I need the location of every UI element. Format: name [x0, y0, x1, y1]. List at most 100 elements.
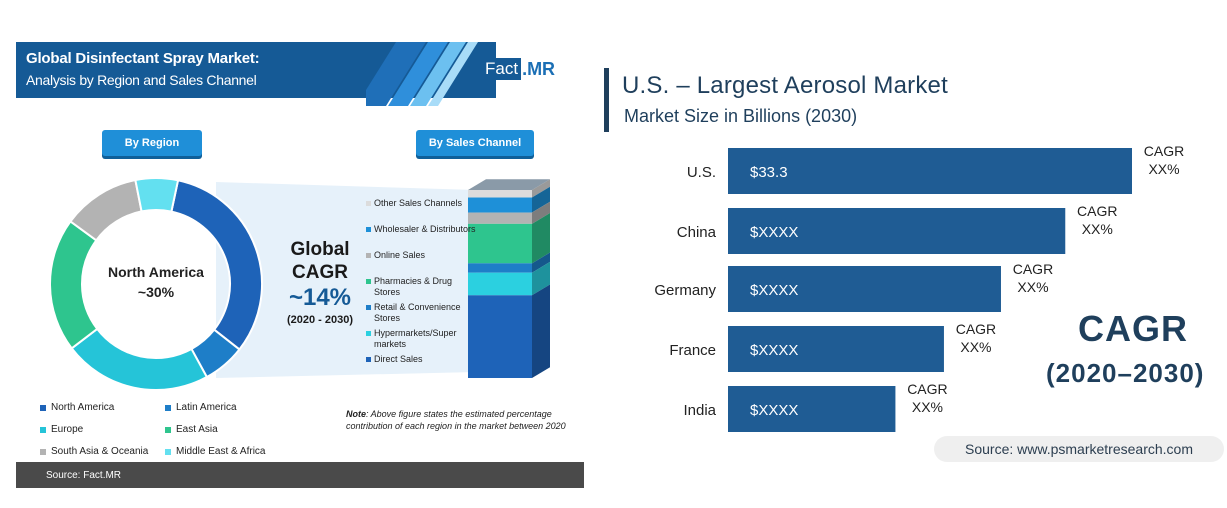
- source-pill: Source: www.psmarketresearch.com: [934, 436, 1224, 462]
- note-body: : Above figure states the estimated perc…: [346, 409, 566, 431]
- global-cagr-line1: Global: [290, 239, 350, 260]
- stack-side-direct-sales: [532, 284, 550, 378]
- bar-value-label-france: $XXXX: [750, 342, 798, 359]
- logo-mr: .MR: [522, 58, 556, 79]
- bar-france: [728, 326, 944, 372]
- aerosol-bar-chart: U.S. $33.3 CAGR XX% China $XXXX CAGR XX% Germany…: [654, 143, 1184, 432]
- legend-swatch: [40, 448, 46, 455]
- region-legend-item-latin-america: Latin America: [165, 402, 237, 413]
- stack-segment-other-sales-channels: [468, 190, 532, 198]
- bar-cagr-label-u-s: CAGR: [1144, 143, 1184, 159]
- bar-cagr-value-france: XX%: [960, 339, 991, 355]
- legend-label: Direct Sales: [374, 354, 423, 364]
- legend-swatch: [165, 426, 171, 433]
- donut-center-region: North America: [108, 264, 204, 280]
- stack-side-wholesaler-distributors: [532, 186, 550, 213]
- bar-category-label-china: China: [677, 224, 717, 241]
- legend-label: Middle East & Africa: [176, 446, 266, 457]
- by-region-tag: By Region: [102, 130, 202, 156]
- legend-swatch: [366, 357, 371, 362]
- global-cagr-value: ~14%: [288, 284, 352, 311]
- channel-legend-item-hypermarkets-super-markets: Hypermarkets/Super markets: [366, 328, 476, 350]
- chart-subtitle: Market Size in Billions (2030): [624, 106, 858, 126]
- legend-swatch: [366, 305, 371, 310]
- bar-cagr-value-u-s: XX%: [1148, 161, 1179, 177]
- note-label: Note: [346, 409, 366, 419]
- legend-label: Pharmacies & Drug Stores: [374, 276, 453, 297]
- stack-segment-pharmacies-drug-stores: [468, 223, 532, 264]
- legend-label: Europe: [51, 424, 84, 435]
- channel-legend-item-direct-sales: Direct Sales: [366, 354, 423, 365]
- stack-segment-online-sales: [468, 212, 532, 224]
- bar-cagr-label-france: CAGR: [956, 321, 996, 337]
- cagr-heading: CAGR: [1078, 308, 1188, 349]
- region-legend-item-north-america: North America: [40, 402, 114, 413]
- legend-swatch: [165, 448, 171, 455]
- funnel-connector: [216, 182, 476, 378]
- bar-cagr-label-india: CAGR: [907, 381, 947, 397]
- page-subtitle: Analysis by Region and Sales Channel: [26, 72, 257, 88]
- bar-cagr-label-china: CAGR: [1077, 203, 1117, 219]
- left-infographic: Global Disinfectant Spray Market: Analys…: [16, 42, 584, 490]
- stack-side-retail-convenience-stores: [532, 252, 550, 273]
- bar-category-label-india: India: [683, 402, 716, 419]
- header-stripes-decoration: [366, 42, 478, 106]
- region-and-channel-chart: [49, 177, 550, 391]
- legend-swatch: [366, 279, 371, 284]
- page-title: Global Disinfectant Spray Market:: [26, 50, 260, 67]
- legend-swatch: [165, 404, 171, 411]
- global-cagr-period: (2020 - 2030): [286, 314, 354, 326]
- title-accent-bar: [604, 68, 609, 132]
- bar-cagr-value-india: XX%: [912, 399, 943, 415]
- region-legend-item-middle-east-africa: Middle East & Africa: [165, 446, 265, 457]
- bar-value-label-china: $XXXX: [750, 224, 798, 241]
- legend-label: Wholesaler & Distributors: [374, 224, 476, 234]
- stack-side-pharmacies-drug-stores: [532, 213, 550, 264]
- channel-legend-item-pharmacies-drug-stores: Pharmacies & Drug Stores: [366, 276, 476, 298]
- stack-side-online-sales: [532, 201, 550, 224]
- legend-swatch: [366, 253, 371, 258]
- donut-slice-middle-east-africa: [134, 177, 180, 213]
- legend-label: Hypermarkets/Super markets: [374, 328, 457, 349]
- logo-fact: Fact: [482, 58, 522, 80]
- legend-label: East Asia: [176, 424, 218, 435]
- stack-side-other-sales-channels: [532, 179, 550, 198]
- source-footer: Source: Fact.MR: [16, 462, 584, 488]
- donut-slice-europe: [70, 327, 209, 391]
- bar-cagr-label-germany: CAGR: [1013, 261, 1053, 277]
- bar-value-label-u-s: $33.3: [750, 164, 788, 181]
- legend-label: South Asia & Oceania: [51, 446, 149, 457]
- bar-category-label-u-s: U.S.: [687, 164, 716, 181]
- stack-segment-wholesaler-distributors: [468, 197, 532, 213]
- global-cagr-block: Global CAGR ~14% (2020 - 2030): [272, 238, 368, 328]
- by-channel-tag: By Sales Channel: [416, 130, 534, 156]
- bar-category-label-france: France: [669, 342, 716, 359]
- channel-legend-item-retail-convenience-stores: Retail & Convenience Stores: [366, 302, 476, 324]
- note-text: Note: Above figure states the estimated …: [346, 408, 570, 432]
- legend-swatch: [366, 201, 371, 206]
- channel-legend-item-online-sales: Online Sales: [366, 250, 425, 261]
- bar-germany: [728, 266, 1001, 312]
- legend-swatch: [40, 404, 46, 411]
- bar-india: [728, 386, 896, 432]
- donut-slice-north-america: [170, 179, 263, 351]
- right-chart-panel: U.S. – Largest Aerosol Market Market Siz…: [600, 60, 1227, 480]
- bar-category-label-germany: Germany: [654, 282, 716, 299]
- channel-legend-item-wholesaler-distributors: Wholesaler & Distributors: [366, 224, 476, 235]
- region-legend-item-east-asia: East Asia: [165, 424, 218, 435]
- legend-swatch: [366, 331, 371, 336]
- legend-label: Online Sales: [374, 250, 426, 260]
- bar-cagr-value-germany: XX%: [1017, 279, 1048, 295]
- region-legend-item-europe: Europe: [40, 424, 83, 435]
- stack-side-hypermarkets-super-markets: [532, 261, 550, 296]
- cagr-years: (2020–2030): [1046, 358, 1205, 388]
- chart-title: U.S. – Largest Aerosol Market: [622, 72, 948, 99]
- legend-label: North America: [51, 402, 115, 413]
- legend-swatch: [366, 227, 371, 232]
- factmr-logo: Fact .MR: [482, 56, 555, 82]
- legend-label: Other Sales Channels: [374, 198, 463, 208]
- legend-label: Latin America: [176, 402, 237, 413]
- global-cagr-line2: CAGR: [292, 262, 348, 283]
- stack-segment-retail-convenience-stores: [468, 263, 532, 273]
- legend-swatch: [40, 426, 46, 433]
